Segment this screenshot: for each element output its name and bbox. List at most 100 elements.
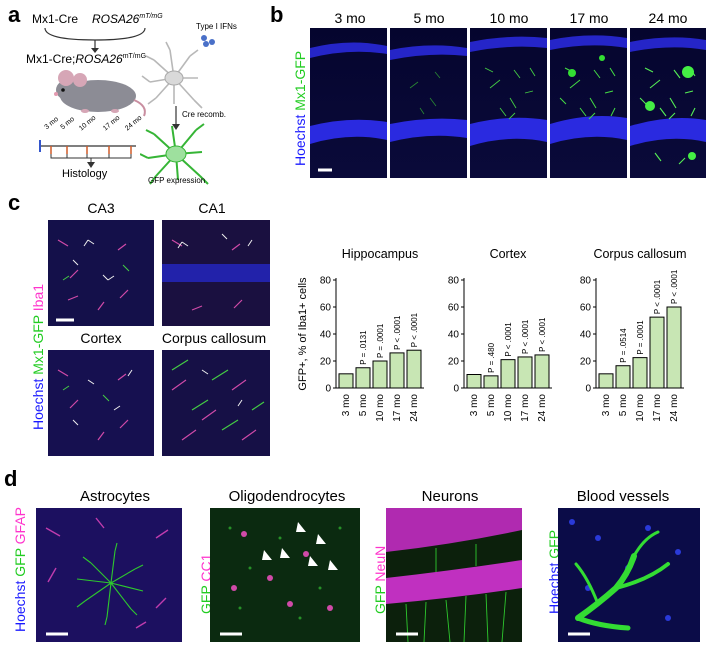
x-tick-label: 5 mo	[358, 394, 369, 417]
age-label: 17 mo	[569, 10, 609, 26]
region-label: CA1	[198, 200, 226, 216]
y-tick-label: 80	[448, 276, 460, 287]
bar	[406, 349, 422, 389]
micrograph-24mo	[630, 28, 706, 178]
stain-gfp: GFP	[12, 548, 28, 577]
p-value-label: P < .0001	[538, 317, 547, 352]
y-tick-label: 40	[448, 330, 460, 341]
celltype-title: Astrocytes	[79, 488, 151, 505]
micrograph-5mo	[390, 28, 467, 178]
stain-gfap: GFAP	[12, 506, 28, 545]
bar	[615, 365, 631, 389]
bar	[372, 360, 388, 389]
cross-rosa: ROSA26	[75, 52, 123, 66]
panel-label-b: b	[270, 2, 284, 27]
x-tick-label: 3 mo	[601, 394, 612, 417]
y-tick-label: 0	[453, 384, 459, 395]
histology-label: Histology	[62, 168, 108, 180]
chart-cortex: Cortex 0 20 40 60 80 3 mo 5 mo P = .480 10 mo P < …	[448, 247, 552, 422]
timeline-label: 17 mo	[102, 114, 122, 133]
micrograph-3mo	[310, 28, 387, 178]
chart-title: Hippocampus	[342, 247, 418, 261]
y-tick-label: 20	[448, 357, 460, 368]
p-value-label: P < .0001	[393, 315, 402, 350]
y-axis-label-text: GFP+, % of Iba1+ cells	[297, 277, 309, 391]
x-tick-label: 17 mo	[392, 394, 403, 422]
x-tick-label: 10 mo	[503, 394, 514, 422]
panel-c-charts: GFP+, % of Iba1+ cells Hippocampus 0 20 40 6…	[297, 247, 687, 422]
y-tick-label: 40	[580, 330, 592, 341]
rosa-label: ROSA26mT/mG	[92, 12, 163, 26]
mx1cre-label: Mx1-Cre	[32, 12, 79, 26]
panel-label-c: c	[8, 190, 21, 215]
p-value-label: P < .0001	[504, 322, 513, 357]
chart-title: Cortex	[490, 247, 528, 261]
y-tick-label: 60	[580, 303, 592, 314]
chart-hippocampus: Hippocampus 0 20 40 60 80 3 mo 5 mo P = .0131 10 …	[320, 247, 424, 422]
rosa-sup: mT/mG	[139, 13, 163, 20]
x-tick-label: 24 mo	[669, 394, 680, 422]
p-value-label: P = .0131	[359, 330, 368, 365]
stain-hoechst: Hoechst	[12, 580, 28, 632]
cross-sup: mT/mG	[122, 53, 147, 60]
y-tick-label: 20	[320, 357, 332, 368]
p-value-label: P = .0514	[619, 328, 628, 363]
bar	[666, 306, 682, 389]
cell-schematic	[140, 35, 215, 185]
bar	[649, 316, 665, 389]
cross-bracket	[44, 27, 146, 53]
bar	[483, 375, 499, 389]
y-tick-label: 60	[320, 303, 332, 314]
cross-label: Mx1-Cre;ROSA26mT/mG	[26, 52, 146, 66]
bar	[338, 373, 354, 389]
micrograph-neurons	[386, 508, 522, 642]
age-label: 24 mo	[648, 10, 688, 26]
p-value-label: P = .480	[487, 342, 496, 372]
stain-hoechst: Hoechst	[30, 378, 46, 430]
region-label: Cortex	[80, 330, 122, 346]
panel-label-d: d	[4, 466, 18, 491]
panel-c-stain-label: Hoechst Mx1-GFP Iba1	[30, 284, 46, 430]
x-tick-label: 17 mo	[652, 394, 663, 422]
gfp-expression-label: GFP expression	[148, 176, 206, 185]
y-axis-label: GFP+, % of Iba1+ cells	[297, 277, 309, 391]
micrograph-10mo	[470, 28, 547, 178]
x-tick-label: 5 mo	[486, 394, 497, 417]
panel-b-micrographs	[310, 28, 706, 178]
micrograph-cortex	[48, 350, 154, 456]
stain-gfp: Mx1-GFP	[292, 50, 308, 111]
bar	[355, 367, 371, 389]
cross-base: Mx1-Cre;	[26, 52, 76, 66]
celltype-title: Oligodendrocytes	[228, 488, 346, 505]
timeline-axis	[39, 140, 136, 168]
stain-gfp: Mx1-GFP	[30, 315, 46, 375]
x-tick-label: 24 mo	[409, 394, 420, 422]
timeline-label: 10 mo	[78, 114, 98, 133]
panel-d-micrographs	[36, 508, 700, 642]
bar	[389, 352, 405, 389]
p-value-label: P < .0001	[521, 319, 530, 354]
p-value-label: P = .0001	[636, 320, 645, 355]
p-value-label: P = .0001	[376, 323, 385, 358]
bar	[466, 374, 482, 389]
y-tick-label: 20	[580, 357, 592, 368]
micrograph-astrocytes	[36, 508, 182, 642]
chart-title: Corpus callosum	[593, 247, 686, 261]
rosa-base: ROSA26	[92, 12, 140, 26]
x-tick-label: 3 mo	[469, 394, 480, 417]
region-label: CA3	[87, 200, 115, 216]
y-tick-label: 40	[320, 330, 332, 341]
x-tick-label: 3 mo	[341, 394, 352, 417]
chart-corpus-callosum: Corpus callosum 0 20 40 60 80 3 mo 5 mo P = .051…	[580, 247, 687, 422]
micrograph-ca3	[48, 220, 154, 326]
type1-ifn-label: Type I IFNs	[196, 22, 237, 31]
bar	[534, 354, 550, 389]
x-tick-label: 24 mo	[537, 394, 548, 422]
micrograph-blood-vessels	[558, 508, 700, 642]
x-tick-label: 5 mo	[618, 394, 629, 417]
x-tick-label: 10 mo	[635, 394, 646, 422]
astro-stain-label: Hoechst GFP GFAP	[12, 507, 28, 632]
y-tick-label: 60	[448, 303, 460, 314]
bar	[632, 357, 648, 389]
x-tick-label: 17 mo	[520, 394, 531, 422]
